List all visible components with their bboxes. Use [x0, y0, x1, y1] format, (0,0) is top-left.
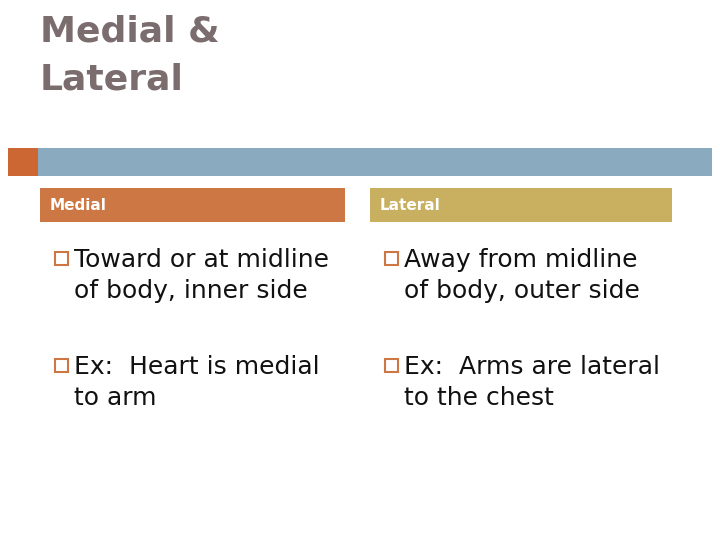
Text: Lateral: Lateral — [380, 198, 441, 213]
Bar — [38, 148, 712, 176]
Bar — [8, 148, 38, 176]
Bar — [55, 359, 68, 372]
Text: Medial: Medial — [50, 198, 107, 213]
Text: Away from midline
of body, outer side: Away from midline of body, outer side — [404, 248, 640, 302]
Bar — [385, 359, 398, 372]
Text: Ex:  Arms are lateral
to the chest: Ex: Arms are lateral to the chest — [404, 355, 660, 410]
Bar — [40, 188, 345, 222]
Text: Lateral: Lateral — [40, 62, 184, 96]
Text: Medial &: Medial & — [40, 15, 220, 49]
Bar — [370, 188, 672, 222]
Bar — [55, 252, 68, 265]
Bar — [385, 252, 398, 265]
Text: Ex:  Heart is medial
to arm: Ex: Heart is medial to arm — [74, 355, 320, 410]
Text: Toward or at midline
of body, inner side: Toward or at midline of body, inner side — [74, 248, 329, 302]
